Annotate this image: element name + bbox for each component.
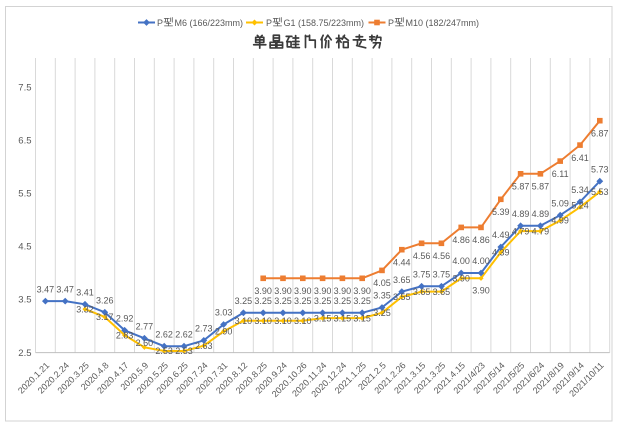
- svg-text:G1 (158.75/223mm): G1 (158.75/223mm): [284, 18, 365, 28]
- svg-text:3.25: 3.25: [274, 296, 292, 306]
- svg-text:3.10: 3.10: [294, 316, 312, 326]
- svg-text:3.03: 3.03: [215, 308, 233, 318]
- svg-text:4.44: 4.44: [393, 257, 411, 267]
- svg-text:3.15: 3.15: [334, 313, 352, 323]
- svg-text:3.75: 3.75: [413, 270, 431, 280]
- svg-text:5.53: 5.53: [591, 187, 609, 197]
- svg-text:4.79: 4.79: [532, 226, 550, 236]
- svg-text:3.10: 3.10: [235, 316, 253, 326]
- svg-text:3.25: 3.25: [353, 296, 371, 306]
- svg-text:4.39: 4.39: [492, 248, 510, 258]
- svg-text:3.90: 3.90: [353, 286, 371, 296]
- svg-text:3.47: 3.47: [56, 284, 74, 294]
- svg-text:3.90: 3.90: [274, 286, 292, 296]
- svg-text:3.25: 3.25: [373, 308, 391, 318]
- svg-text:3.75: 3.75: [433, 270, 451, 280]
- svg-text:3.15: 3.15: [314, 313, 332, 323]
- svg-text:3.65: 3.65: [413, 287, 431, 297]
- svg-text:2.73: 2.73: [195, 324, 213, 334]
- svg-text:2.83: 2.83: [116, 330, 134, 340]
- svg-text:7.5: 7.5: [18, 83, 31, 94]
- svg-text:3.32: 3.32: [76, 304, 94, 314]
- svg-text:3.90: 3.90: [452, 274, 470, 284]
- svg-text:5.09: 5.09: [551, 198, 569, 208]
- svg-text:4.00: 4.00: [452, 256, 470, 266]
- svg-text:6.41: 6.41: [571, 153, 589, 163]
- svg-text:3.10: 3.10: [254, 316, 272, 326]
- svg-text:4.99: 4.99: [551, 216, 569, 226]
- svg-text:3.47: 3.47: [37, 284, 55, 294]
- svg-text:3.90: 3.90: [294, 286, 312, 296]
- svg-text:3.35: 3.35: [373, 291, 391, 301]
- svg-text:4.05: 4.05: [373, 278, 391, 288]
- svg-text:6.87: 6.87: [591, 128, 609, 138]
- svg-text:2.60: 2.60: [136, 338, 154, 348]
- svg-text:5.73: 5.73: [591, 164, 609, 174]
- svg-text:6.5: 6.5: [18, 136, 31, 147]
- svg-text:5.24: 5.24: [571, 200, 589, 210]
- svg-text:2.63: 2.63: [195, 341, 213, 351]
- svg-text:3.65: 3.65: [433, 287, 451, 297]
- svg-text:2.62: 2.62: [155, 329, 173, 339]
- svg-text:4.89: 4.89: [532, 209, 550, 219]
- svg-text:3.25: 3.25: [314, 296, 332, 306]
- svg-text:M6 (166/223mm): M6 (166/223mm): [175, 18, 244, 28]
- svg-text:5.87: 5.87: [532, 182, 550, 192]
- svg-text:4.56: 4.56: [413, 251, 431, 261]
- svg-text:3.90: 3.90: [334, 286, 352, 296]
- svg-text:3.15: 3.15: [353, 313, 371, 323]
- svg-text:2.53: 2.53: [175, 346, 193, 356]
- svg-text:4.86: 4.86: [452, 235, 470, 245]
- svg-text:2.92: 2.92: [116, 314, 134, 324]
- svg-text:4.49: 4.49: [492, 230, 510, 240]
- svg-text:5.5: 5.5: [18, 189, 31, 200]
- svg-text:3.90: 3.90: [254, 286, 272, 296]
- svg-text:5.87: 5.87: [512, 182, 530, 192]
- svg-text:3.10: 3.10: [274, 316, 292, 326]
- svg-text:4.56: 4.56: [433, 251, 451, 261]
- svg-text:3.55: 3.55: [393, 292, 411, 302]
- svg-text:3.25: 3.25: [334, 296, 352, 306]
- svg-text:3.17: 3.17: [96, 312, 114, 322]
- svg-text:M10 (182/247mm): M10 (182/247mm): [406, 18, 480, 28]
- svg-text:3.41: 3.41: [76, 288, 94, 298]
- svg-text:4.86: 4.86: [472, 235, 490, 245]
- svg-text:3.90: 3.90: [472, 286, 490, 296]
- svg-text:4.89: 4.89: [512, 209, 530, 219]
- svg-text:2.62: 2.62: [175, 329, 193, 339]
- svg-text:5.39: 5.39: [492, 207, 510, 217]
- svg-text:4.00: 4.00: [472, 256, 490, 266]
- svg-text:3.65: 3.65: [393, 275, 411, 285]
- svg-text:3.25: 3.25: [254, 296, 272, 306]
- svg-text:3.25: 3.25: [235, 296, 253, 306]
- svg-text:5.34: 5.34: [571, 185, 589, 195]
- svg-text:3.26: 3.26: [96, 296, 114, 306]
- svg-text:2.53: 2.53: [155, 346, 173, 356]
- svg-text:3.90: 3.90: [314, 286, 332, 296]
- svg-text:4.79: 4.79: [512, 226, 530, 236]
- svg-text:P: P: [388, 18, 394, 28]
- svg-text:2.77: 2.77: [136, 322, 154, 332]
- svg-text:6.11: 6.11: [552, 169, 569, 179]
- svg-text:P: P: [157, 18, 163, 28]
- svg-text:P: P: [266, 18, 272, 28]
- svg-text:3.5: 3.5: [18, 295, 31, 306]
- svg-text:3.25: 3.25: [294, 296, 312, 306]
- svg-text:2.5: 2.5: [18, 348, 31, 359]
- svg-text:4.5: 4.5: [18, 242, 31, 253]
- svg-text:2.90: 2.90: [215, 327, 233, 337]
